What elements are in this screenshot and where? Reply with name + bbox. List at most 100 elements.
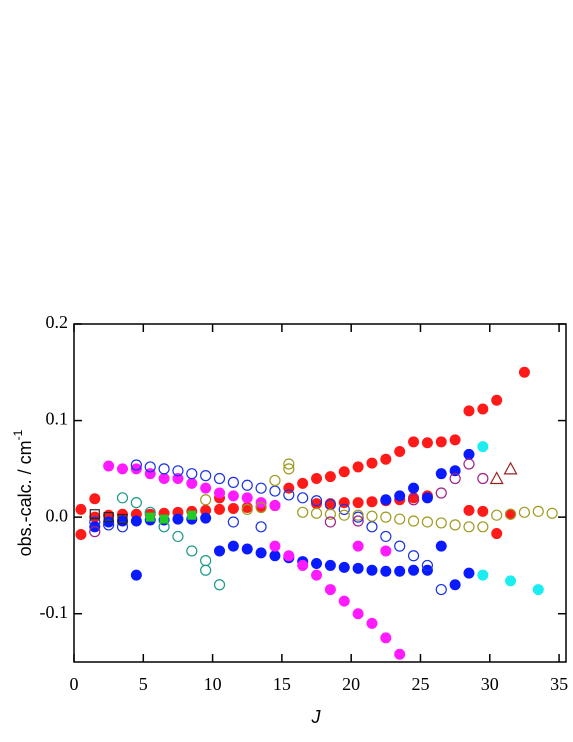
point — [213, 472, 226, 485]
point — [435, 540, 447, 552]
point — [200, 554, 212, 567]
point — [159, 514, 169, 524]
point — [116, 492, 129, 504]
point — [200, 470, 212, 482]
point — [158, 473, 170, 485]
point — [283, 550, 295, 562]
point — [352, 461, 364, 473]
point — [435, 517, 447, 529]
point — [255, 547, 267, 559]
point — [435, 468, 447, 480]
point — [491, 394, 503, 406]
point — [172, 465, 184, 477]
point — [200, 494, 212, 506]
point — [269, 485, 281, 497]
point — [310, 495, 323, 507]
point — [227, 540, 239, 552]
point — [394, 445, 406, 457]
y-axis-label: obs.-calc. / cm-1 — [11, 429, 35, 556]
point — [408, 492, 420, 504]
point — [186, 468, 198, 480]
x-tick-label: 25 — [411, 674, 429, 694]
point — [214, 545, 226, 557]
point — [130, 569, 142, 581]
point — [89, 509, 100, 520]
point — [366, 510, 378, 522]
point — [477, 521, 489, 533]
point — [449, 465, 461, 477]
y-tick-label: 0.2 — [46, 312, 69, 332]
point — [421, 559, 434, 572]
point — [503, 461, 518, 475]
point — [255, 521, 267, 533]
point — [449, 434, 461, 446]
point — [352, 497, 364, 509]
point — [214, 487, 226, 499]
point — [518, 366, 530, 378]
point — [103, 519, 115, 531]
y-tick-label: 0.0 — [46, 505, 69, 525]
point — [394, 648, 406, 660]
point — [227, 502, 239, 514]
point — [408, 436, 420, 448]
point — [144, 461, 156, 473]
point — [394, 490, 406, 502]
point — [324, 584, 336, 596]
point — [435, 436, 447, 448]
point — [408, 564, 420, 576]
point — [407, 494, 420, 506]
point — [366, 564, 378, 576]
point — [103, 460, 115, 472]
point — [130, 463, 142, 475]
point — [200, 482, 212, 494]
point — [352, 509, 364, 521]
x-tick-label: 15 — [273, 674, 291, 694]
point — [380, 565, 392, 577]
point — [200, 564, 212, 576]
point — [477, 403, 489, 415]
point — [117, 513, 128, 525]
point — [227, 476, 239, 488]
point — [269, 474, 281, 487]
point — [407, 550, 420, 562]
point — [172, 473, 184, 485]
point — [117, 463, 129, 475]
point — [352, 608, 364, 620]
point — [186, 477, 198, 489]
point — [477, 505, 489, 517]
y-tick-label: -0.1 — [40, 602, 69, 622]
point — [338, 466, 350, 478]
point — [130, 515, 142, 527]
point — [380, 530, 392, 543]
point — [394, 540, 406, 552]
x-tick-label: 5 — [139, 674, 148, 694]
x-tick-label: 35 — [550, 674, 568, 694]
point — [380, 632, 392, 644]
point — [227, 516, 239, 528]
point — [130, 459, 142, 471]
point — [352, 540, 364, 552]
point — [213, 579, 226, 591]
point — [241, 501, 253, 513]
point — [200, 512, 212, 524]
point — [269, 550, 281, 562]
point — [241, 479, 253, 491]
point — [477, 472, 489, 485]
point — [366, 496, 378, 508]
y-tick-label: 0.1 — [46, 409, 69, 429]
point — [394, 565, 406, 577]
point — [449, 472, 461, 485]
point — [463, 448, 475, 460]
point — [380, 545, 392, 557]
point — [89, 526, 101, 538]
point — [504, 508, 517, 520]
point — [338, 503, 350, 516]
x-tick-label: 10 — [204, 674, 222, 694]
point — [463, 458, 475, 470]
point — [380, 511, 392, 523]
point — [421, 516, 434, 528]
point — [352, 515, 364, 527]
y-axis-label-main: obs.-calc. / cm — [15, 440, 35, 556]
point — [505, 508, 517, 520]
